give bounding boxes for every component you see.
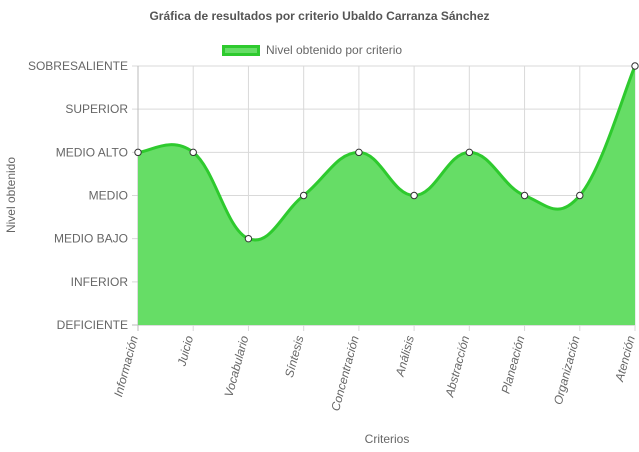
x-tick-label: Abstracción — [442, 334, 472, 399]
y-tick-label: MEDIO ALTO — [56, 145, 128, 159]
x-axis-title: Criterios — [365, 432, 410, 446]
x-tick-label: Vocabulario — [222, 334, 252, 399]
y-tick-label: SUPERIOR — [65, 102, 128, 116]
area-fill — [138, 66, 635, 325]
chart-title: Gráfica de resultados por criterio Ubald… — [149, 9, 490, 23]
y-tick-label: MEDIO — [89, 189, 128, 203]
data-point[interactable] — [520, 191, 529, 200]
data-point[interactable] — [134, 148, 142, 157]
x-tick-label: Atención — [612, 334, 638, 384]
data-point[interactable] — [465, 148, 474, 157]
y-tick-label: SOBRESALIENTE — [28, 59, 128, 73]
data-point[interactable] — [410, 191, 418, 200]
legend[interactable]: Nivel obtenido por criterio — [222, 42, 402, 58]
data-point[interactable] — [576, 191, 584, 200]
y-tick-label: DEFICIENTE — [57, 318, 128, 332]
y-axis-title: Nivel obtenido — [4, 157, 18, 233]
area-layer — [134, 62, 639, 325]
legend-label: Nivel obtenido por criterio — [266, 43, 403, 57]
data-point[interactable] — [189, 148, 197, 157]
data-point[interactable] — [299, 191, 308, 200]
series-line — [137, 65, 637, 242]
data-point[interactable] — [355, 148, 363, 157]
x-tick-label: Concentración — [328, 334, 362, 413]
legend-swatch — [222, 44, 260, 56]
x-tick-label: Síntesis — [282, 334, 307, 379]
y-tick-label: INFERIOR — [71, 275, 129, 289]
x-tick-label: Información — [111, 334, 141, 398]
x-tick-label: Planeación — [499, 334, 528, 395]
data-point[interactable] — [244, 234, 253, 243]
x-tick-label: Organización — [551, 334, 583, 406]
x-tick-label: Juicio — [174, 334, 196, 369]
data-point[interactable] — [631, 62, 639, 70]
x-tick-label: Análisis — [393, 334, 417, 379]
y-tick-label: MEDIO BAJO — [54, 232, 128, 246]
